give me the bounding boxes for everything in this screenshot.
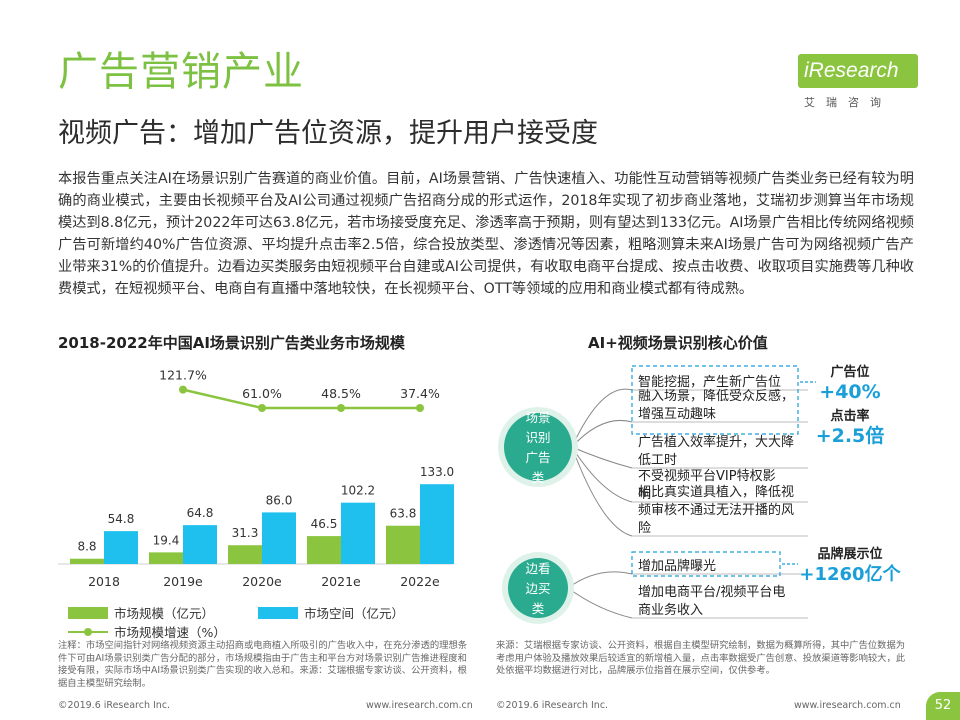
category-label: 场景 (525, 410, 550, 425)
market-size-chart: 8.8 54.8 2018 19.4 64.8 2019e 31.3 86.0 2020e 46.… (58, 368, 454, 589)
legend-label: 市场规模（亿元） (114, 606, 215, 621)
value-item-text: 相比真实道具植入，降低视 (638, 485, 794, 500)
category-label: 类 (532, 601, 545, 616)
chart-footnote: 注释：市场空间指针对网络视频资源主动招商或电商植入所吸引的广告收入中，在充分渗透… (58, 640, 468, 689)
metric-value: +2.5倍 (816, 424, 885, 447)
diagram-title: AI+视频场景识别核心价值 (588, 334, 768, 352)
x-tick-label: 2021e (321, 574, 361, 589)
legend-swatch-green (68, 606, 108, 619)
highlight-box (631, 365, 799, 435)
bar-label-size: 19.4 (153, 533, 180, 547)
metric-label: 点击率 (830, 408, 869, 424)
value-item-text: 增加电商平台/视频平台电 (638, 585, 785, 600)
value-item-text: 智能挖掘，产生新广告位 (638, 374, 781, 390)
connector-line (571, 419, 633, 448)
value-item-text: 增加品牌曝光 (638, 558, 716, 574)
growth-label: 121.7% (159, 368, 207, 383)
category-label: 边看 (525, 561, 550, 576)
value-item-text: 商业务收入 (638, 602, 703, 618)
growth-label: 48.5% (321, 386, 361, 401)
growth-point (258, 404, 266, 412)
growth-point (337, 404, 345, 412)
legend-label: 市场规模增速（%） (114, 625, 226, 640)
page-subtitle: 视频广告：增加广告位资源，提升用户接受度 (58, 118, 598, 149)
value-item-text: 频审核不通过无法开播的风 (638, 502, 794, 518)
footer-url-right[interactable]: www.iresearch.com.cn (794, 700, 901, 711)
page-title: 广告营销产业 (58, 49, 304, 95)
bar-label-space: 64.8 (187, 506, 214, 520)
x-tick-label: 2022e (400, 574, 440, 589)
category-label: 类 (532, 470, 545, 485)
value-item-text: 不受视频平台VIP特权影 (638, 468, 776, 484)
summary-paragraph: 本报告重点关注AI在场景识别广告赛道的商业价值。目前，AI场景营销、广告快速植入… (58, 171, 914, 297)
connector-line (567, 571, 633, 589)
bar-label-size: 63.8 (390, 507, 417, 521)
bar-market-size (386, 525, 420, 564)
category-label: 识别 (525, 430, 550, 445)
legend-line-marker (68, 626, 108, 638)
chart-title: 2018-2022年中国AI场景识别广告类业务市场规模 (58, 334, 405, 352)
legend-swatch-blue (258, 606, 298, 619)
category-circle (504, 413, 572, 481)
x-tick-label: 2019e (163, 574, 203, 589)
metric-label: 品牌展示位 (817, 546, 882, 562)
connector-line (571, 446, 633, 469)
bar-market-size (70, 558, 104, 564)
connector-line (567, 587, 633, 619)
growth-point (416, 404, 424, 412)
category-label: 边买 (525, 581, 550, 596)
highlight-box (631, 551, 781, 577)
legend-label: 市场空间（亿元） (304, 606, 405, 621)
diagram-footnote: 来源：艾瑞根据专家访谈、公开资料，根据自主模型研究绘制，数据为概算所得，其中广告… (496, 640, 906, 676)
bar-label-size: 31.3 (232, 526, 259, 540)
logo-brand-text: iResearch (798, 54, 918, 88)
x-tick-label: 2020e (242, 574, 282, 589)
connector-line (571, 446, 633, 537)
bar-label-size: 46.5 (311, 517, 338, 531)
connector-line (571, 388, 633, 448)
bar-market-space (262, 512, 296, 564)
bar-market-size (228, 545, 262, 564)
metric-label: 广告位 (830, 364, 869, 380)
bar-market-size (307, 536, 341, 564)
footer-url-left[interactable]: www.iresearch.com.cn (366, 700, 473, 711)
legend-market-space: 市场空间（亿元） (258, 603, 404, 622)
legend-growth-rate: 市场规模增速（%） (68, 622, 226, 641)
iresearch-logo: iResearch 艾瑞咨询 (770, 48, 920, 118)
x-tick-label: 2018 (88, 574, 120, 589)
value-item-text: 险 (638, 521, 651, 536)
growth-point (179, 385, 187, 394)
value-item-text: 低工时 (638, 453, 677, 468)
bar-market-space (104, 531, 138, 564)
page-number: 52 (926, 692, 960, 720)
bar-market-size (149, 552, 183, 564)
value-item-text: 增强互动趣味 (638, 407, 716, 422)
growth-line (182, 388, 420, 410)
bar-market-space (183, 525, 217, 564)
growth-label: 37.4% (400, 386, 440, 401)
footer-copyright-left: ©2019.6 iResearch Inc. (58, 700, 171, 711)
legend-market-size: 市场规模（亿元） (68, 603, 214, 622)
growth-label: 61.0% (242, 386, 282, 401)
bar-market-space (341, 502, 375, 564)
footer-copyright-right: ©2019.6 iResearch Inc. (496, 700, 609, 711)
metric-value: +1260亿个 (799, 563, 901, 585)
bar-label-space: 86.0 (266, 493, 293, 507)
metric-value: +40% (819, 381, 880, 403)
bar-label-space: 133.0 (420, 465, 454, 479)
value-item-text: 广告植入效率提升，大大降 (638, 434, 794, 450)
bar-label-space: 102.2 (341, 484, 375, 498)
value-item-text: 融入场景，降低受众反感， (638, 388, 794, 404)
connector-line (571, 446, 633, 503)
bar-label-space: 54.8 (108, 512, 135, 526)
category-label: 广告 (525, 450, 550, 465)
bar-market-space (420, 484, 454, 564)
category-circle (508, 558, 568, 618)
logo-brand-cn: 艾瑞咨询 (804, 96, 892, 109)
bar-label-size: 8.8 (77, 540, 96, 554)
value-item-text: 响 (638, 486, 651, 502)
